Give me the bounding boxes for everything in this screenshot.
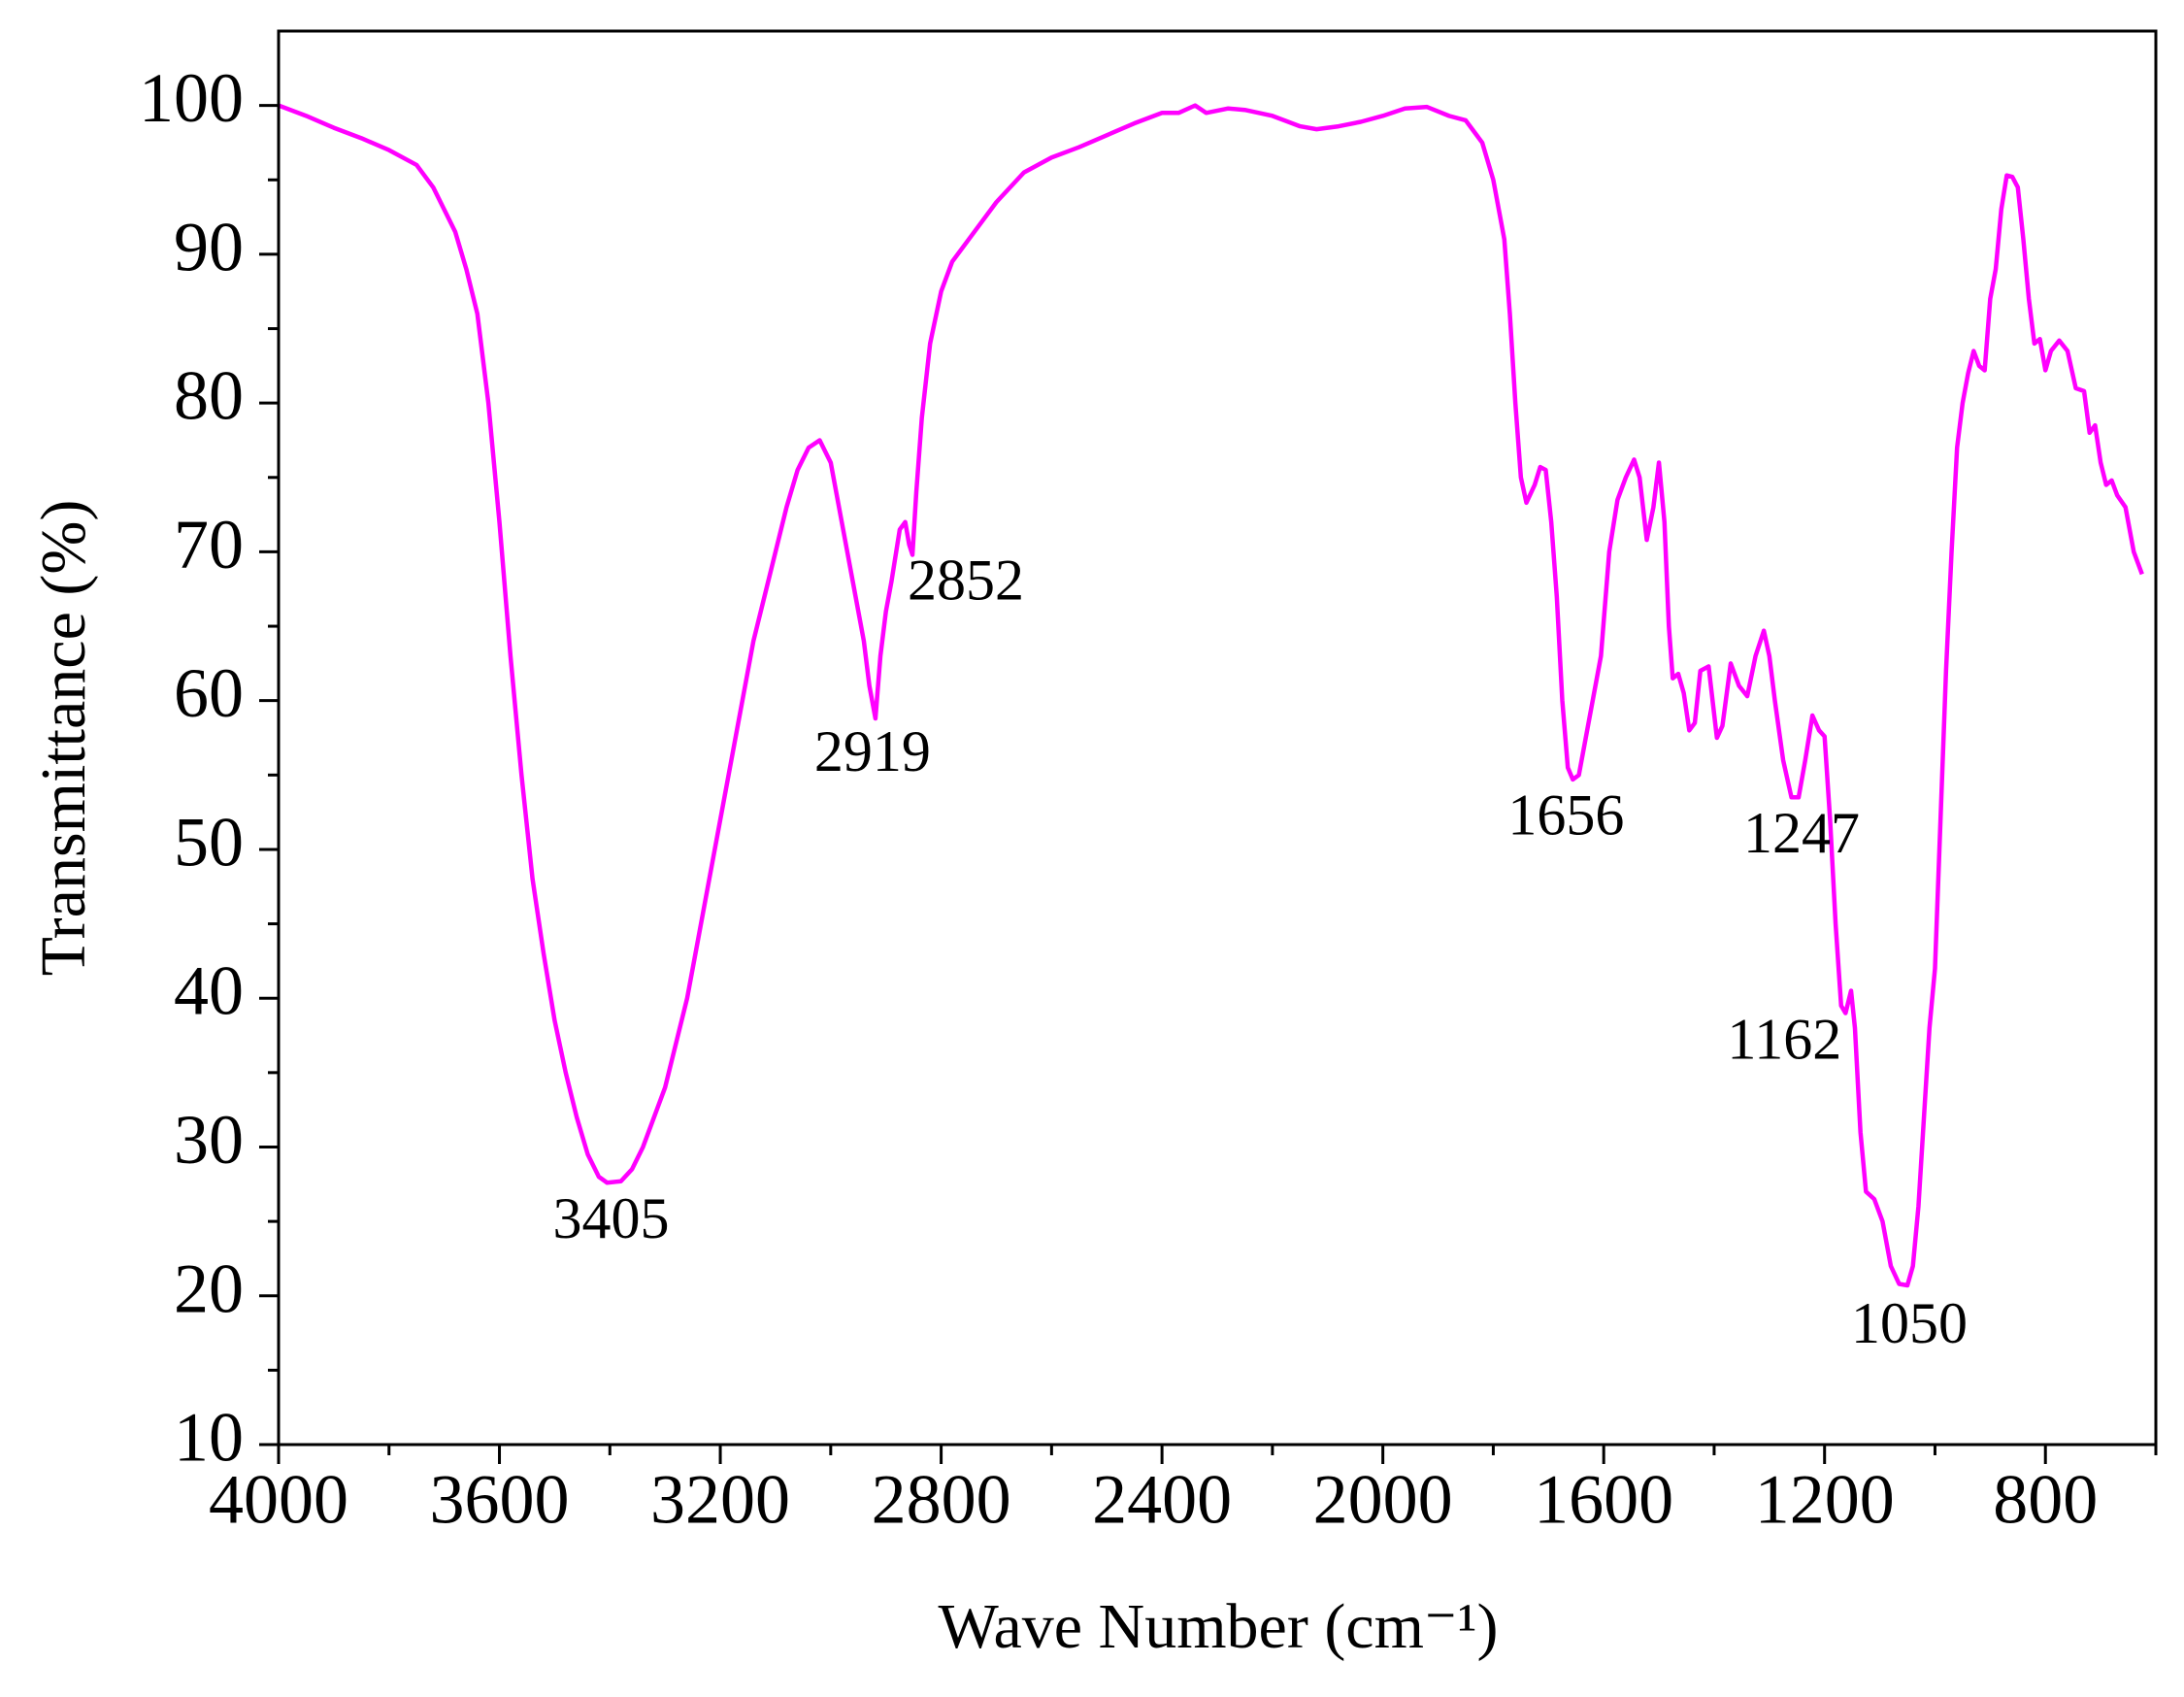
x-tick-label: 4000 — [209, 1461, 348, 1539]
x-tick-label: 2400 — [1092, 1461, 1232, 1539]
x-tick-label: 1600 — [1534, 1461, 1673, 1539]
x-tick-label: 800 — [1993, 1461, 2098, 1539]
peak-label: 2852 — [908, 548, 1024, 612]
y-tick-label: 80 — [174, 357, 244, 435]
peak-label: 1050 — [1851, 1291, 1968, 1355]
y-tick-label: 60 — [174, 654, 244, 732]
x-tick-label: 2000 — [1313, 1461, 1453, 1539]
x-tick-label: 3600 — [430, 1461, 570, 1539]
y-tick-label: 30 — [174, 1101, 244, 1179]
y-tick-label: 100 — [139, 59, 244, 137]
y-axis-title: Transmittance (%) — [28, 500, 99, 977]
y-tick-label: 10 — [174, 1399, 244, 1477]
peak-label: 3405 — [552, 1186, 669, 1250]
y-tick-label: 20 — [174, 1249, 244, 1327]
spectrum-line — [279, 103, 2144, 1288]
y-tick-label: 90 — [174, 208, 244, 285]
x-tick-label: 2800 — [872, 1461, 1011, 1539]
y-tick-label: 40 — [174, 952, 244, 1030]
peak-label: 1162 — [1727, 1007, 1841, 1071]
x-tick-label: 1200 — [1755, 1461, 1895, 1539]
y-tick-label: 70 — [174, 506, 244, 583]
x-axis-title: Wave Number (cm⁻¹) — [938, 1591, 1498, 1662]
peak-label: 1656 — [1507, 783, 1624, 848]
peak-label: 2919 — [814, 719, 931, 783]
y-tick-label: 50 — [174, 803, 244, 881]
x-tick-label: 3200 — [650, 1461, 790, 1539]
peak-label: 1247 — [1743, 801, 1860, 865]
plot-frame — [277, 29, 2158, 1447]
